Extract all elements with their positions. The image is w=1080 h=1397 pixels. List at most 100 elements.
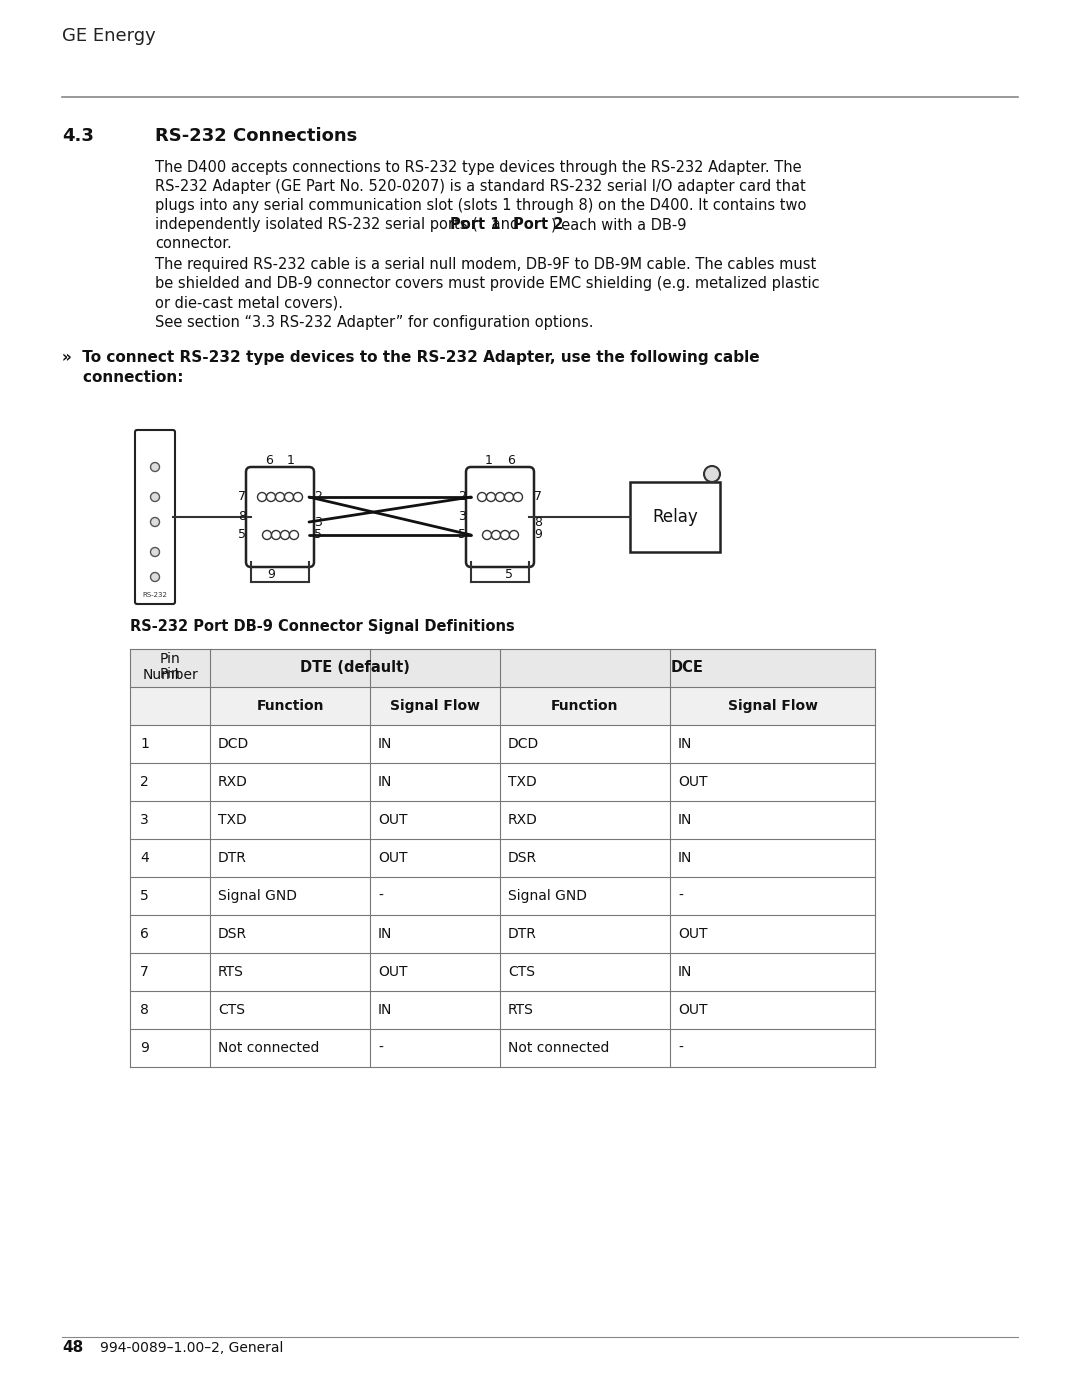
Text: The D400 accepts connections to RS-232 type devices through the RS-232 Adapter. : The D400 accepts connections to RS-232 t… (156, 161, 801, 175)
Text: DTR: DTR (218, 851, 247, 865)
Text: DTE (default): DTE (default) (300, 661, 410, 676)
Text: IN: IN (678, 738, 692, 752)
Circle shape (150, 493, 160, 502)
Circle shape (510, 531, 518, 539)
Circle shape (150, 517, 160, 527)
Text: OUT: OUT (378, 965, 407, 979)
Text: TXD: TXD (218, 813, 246, 827)
Text: Number: Number (143, 668, 198, 682)
Text: -: - (378, 888, 383, 902)
Text: Signal GND: Signal GND (218, 888, 297, 902)
Text: RS-232: RS-232 (143, 592, 167, 598)
Text: 7: 7 (534, 490, 542, 503)
Circle shape (491, 531, 500, 539)
Circle shape (262, 531, 271, 539)
Circle shape (267, 493, 275, 502)
FancyBboxPatch shape (465, 467, 534, 567)
Text: connector.: connector. (156, 236, 232, 251)
Text: IN: IN (678, 851, 692, 865)
Text: 6: 6 (140, 928, 149, 942)
Text: RS-232 Adapter (GE Part No. 520-0207) is a standard RS-232 serial I/O adapter ca: RS-232 Adapter (GE Part No. 520-0207) is… (156, 179, 806, 194)
Text: Port 1: Port 1 (450, 217, 500, 232)
Text: 48: 48 (62, 1340, 83, 1355)
Text: Function: Function (256, 698, 324, 712)
Text: plugs into any serial communication slot (slots 1 through 8) on the D400. It con: plugs into any serial communication slot… (156, 198, 807, 212)
Text: 9: 9 (267, 567, 275, 581)
Text: RXD: RXD (218, 775, 248, 789)
Text: independently isolated RS-232 serial ports (: independently isolated RS-232 serial por… (156, 217, 477, 232)
Circle shape (257, 493, 267, 502)
Text: Pin: Pin (160, 652, 180, 666)
Circle shape (500, 531, 510, 539)
Text: IN: IN (378, 738, 392, 752)
Text: OUT: OUT (378, 813, 407, 827)
Text: 1: 1 (485, 454, 492, 467)
Text: Signal GND: Signal GND (508, 888, 588, 902)
Text: -: - (378, 1041, 383, 1055)
Text: connection:: connection: (62, 370, 184, 386)
Text: Not connected: Not connected (218, 1041, 320, 1055)
Text: IN: IN (378, 1003, 392, 1017)
Bar (130, 650, 875, 687)
Text: 7: 7 (238, 490, 246, 503)
Text: 6: 6 (507, 454, 515, 467)
Text: OUT: OUT (678, 775, 707, 789)
Text: 2: 2 (314, 490, 322, 503)
Circle shape (281, 531, 289, 539)
Text: DCD: DCD (508, 738, 539, 752)
Circle shape (150, 573, 160, 581)
Text: 8: 8 (140, 1003, 149, 1017)
Text: See section “3.3 RS-232 Adapter” for configuration options.: See section “3.3 RS-232 Adapter” for con… (156, 314, 594, 330)
Text: -: - (678, 1041, 683, 1055)
Text: 1: 1 (140, 738, 149, 752)
Circle shape (150, 462, 160, 472)
Text: DSR: DSR (218, 928, 247, 942)
Text: IN: IN (378, 928, 392, 942)
Circle shape (275, 493, 284, 502)
Text: 5: 5 (238, 528, 246, 542)
Text: 8: 8 (238, 510, 246, 524)
Circle shape (271, 531, 281, 539)
Text: 994-0089–1.00–2, General: 994-0089–1.00–2, General (100, 1341, 283, 1355)
Circle shape (496, 493, 504, 502)
Text: 4.3: 4.3 (62, 127, 94, 145)
Text: 9: 9 (534, 528, 542, 542)
Text: RTS: RTS (508, 1003, 534, 1017)
Text: and: and (487, 217, 524, 232)
Text: CTS: CTS (218, 1003, 245, 1017)
Text: 1: 1 (287, 454, 295, 467)
Text: or die-cast metal covers).: or die-cast metal covers). (156, 295, 343, 310)
Text: 2: 2 (140, 775, 149, 789)
FancyBboxPatch shape (135, 430, 175, 604)
Bar (630, 482, 720, 552)
Text: 5: 5 (458, 528, 465, 542)
Text: OUT: OUT (678, 928, 707, 942)
Text: DSR: DSR (508, 851, 537, 865)
Text: 3: 3 (140, 813, 149, 827)
Text: OUT: OUT (378, 851, 407, 865)
Text: 9: 9 (140, 1041, 149, 1055)
Text: DCD: DCD (218, 738, 249, 752)
Text: GE Energy: GE Energy (62, 27, 156, 45)
Text: 4: 4 (140, 851, 149, 865)
Text: 5: 5 (314, 528, 322, 542)
Text: 7: 7 (140, 965, 149, 979)
Text: Port 2: Port 2 (513, 217, 564, 232)
Text: Function: Function (551, 698, 619, 712)
Circle shape (704, 467, 720, 482)
Text: Pin: Pin (160, 666, 180, 680)
Text: Signal Flow: Signal Flow (728, 698, 818, 712)
Text: Not connected: Not connected (508, 1041, 609, 1055)
Circle shape (284, 493, 294, 502)
Text: ) each with a DB-9: ) each with a DB-9 (551, 217, 687, 232)
Circle shape (483, 531, 491, 539)
Text: IN: IN (678, 813, 692, 827)
Text: RXD: RXD (508, 813, 538, 827)
Text: -: - (678, 888, 683, 902)
Circle shape (289, 531, 298, 539)
Circle shape (477, 493, 486, 502)
Text: 3: 3 (314, 515, 322, 528)
Text: Relay: Relay (652, 509, 698, 527)
Text: RTS: RTS (218, 965, 244, 979)
Text: The required RS-232 cable is a serial null modem, DB-9F to DB-9M cable. The cabl: The required RS-232 cable is a serial nu… (156, 257, 816, 272)
